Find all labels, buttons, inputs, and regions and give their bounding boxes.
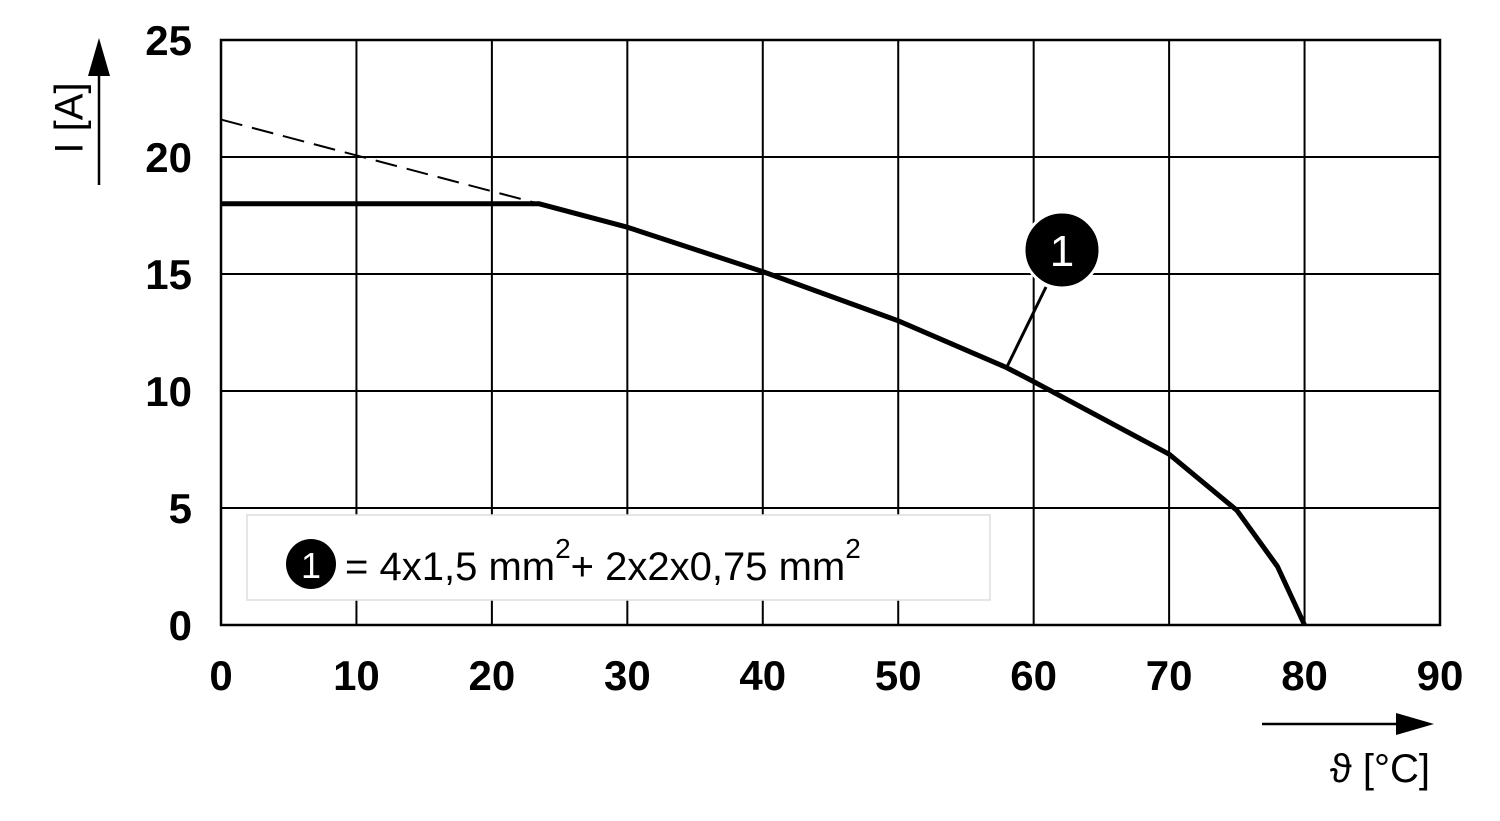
plot-frame (219, 38, 1442, 627)
x-axis-arrowhead (1396, 713, 1434, 735)
y-tick-label: 10 (145, 368, 192, 415)
y-axis-arrowhead (88, 38, 110, 76)
x-axis-label: ϑ [°C] (1330, 747, 1430, 791)
legend-text-part: = 4x1,5 mm (345, 545, 555, 589)
y-axis-label: I [A] (48, 82, 92, 153)
line-series (220, 118, 540, 205)
legend-superscript: 2 (555, 533, 571, 564)
legend-text: = 4x1,5 mm2+ 2x2x0,75 mm2 (345, 533, 861, 589)
callout-leader (1005, 286, 1048, 369)
y-tick-label: 0 (169, 602, 192, 649)
x-tick-label: 60 (1010, 652, 1057, 699)
x-tick-label: 90 (1417, 652, 1464, 699)
x-tick-label: 80 (1281, 652, 1328, 699)
x-tick-label: 70 (1146, 652, 1193, 699)
legend-superscript: 2 (845, 533, 861, 564)
x-tick-label: 40 (739, 652, 786, 699)
x-tick-label: 50 (875, 652, 922, 699)
callout-marker (1022, 210, 1102, 290)
x-tick-label: 0 (209, 652, 232, 699)
legend-marker-label: 1 (301, 545, 321, 586)
callout-label: 1 (1050, 227, 1074, 276)
x-tick-label: 10 (333, 652, 380, 699)
legend-marker (286, 539, 336, 589)
y-tick-label: 5 (169, 485, 192, 532)
x-tick-label: 30 (604, 652, 651, 699)
y-tick-label: 15 (145, 251, 192, 298)
y-tick-label: 25 (145, 17, 192, 64)
legend-text-part: + 2x2x0,75 mm (571, 545, 846, 589)
x-tick-label: 20 (469, 652, 516, 699)
y-tick-label: 20 (145, 134, 192, 181)
legend-box (246, 514, 991, 601)
